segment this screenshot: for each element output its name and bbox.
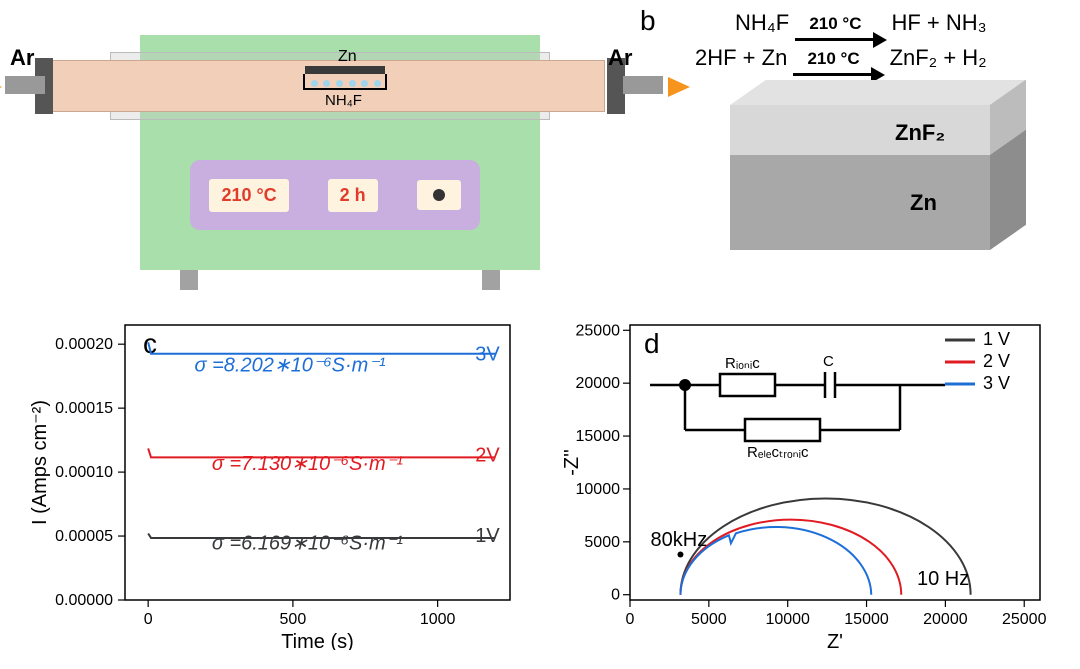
svg-text:1000: 1000: [420, 611, 456, 628]
svg-text:C: C: [823, 353, 834, 370]
nyquist-2V: [680, 520, 901, 595]
svg-text:I (Amps cm⁻²): I (Amps cm⁻²): [30, 400, 51, 525]
panel-d: 0 5000 10000 15000 20000 25000 0 5000 10000 15000…: [560, 310, 1060, 650]
svg-text:15000: 15000: [576, 428, 621, 445]
control-indicator: [417, 180, 461, 210]
panel-b: b NH₄F 210 °C HF + NH₃ 2HF + Zn 210 °C Z…: [640, 10, 1060, 300]
gas-arrow-in: [0, 77, 2, 97]
eq2-left: 2HF + Zn: [695, 45, 787, 70]
panel-c: 0 500 1000 0.00000 0.00005 0.00010 0.00015 0.00…: [30, 310, 530, 650]
eq1-right: HF + NH₃: [891, 10, 986, 35]
svg-text:0.00020: 0.00020: [55, 336, 113, 353]
znf2-layer: [730, 105, 990, 155]
ar-label-right: Ar: [608, 45, 632, 71]
svg-text:Z': Z': [827, 631, 843, 650]
svg-text:2V: 2V: [475, 444, 500, 466]
panel-b-label: b: [640, 5, 656, 37]
furnace-leg-right: [482, 270, 500, 290]
nh4f-pellets: [308, 78, 384, 88]
reaction-2-temp: 210 °C: [807, 49, 859, 69]
svg-text:0: 0: [626, 611, 635, 628]
svg-text:3V: 3V: [475, 343, 500, 365]
time-display: 2 h: [328, 179, 378, 212]
svg-text:-Z'': -Z'': [561, 449, 583, 476]
block-top-face: [730, 80, 1026, 105]
eq1-left: NH₄F: [735, 10, 789, 35]
znf2-layer-label: ZnF₂: [895, 120, 945, 146]
svg-text:15000: 15000: [844, 611, 889, 628]
svg-text:Time (s): Time (s): [281, 631, 354, 650]
svg-text:1 V: 1 V: [983, 329, 1010, 349]
inlet-pipe: [5, 76, 45, 94]
svg-text:0.00000: 0.00000: [55, 592, 113, 609]
svg-text:80kHz: 80kHz: [651, 529, 708, 551]
svg-text:20000: 20000: [576, 375, 621, 392]
nyquist-chart: 0 5000 10000 15000 20000 25000 0 5000 10000 15000…: [560, 310, 1060, 650]
svg-text:2 V: 2 V: [983, 351, 1010, 371]
reaction-1-temp: 210 °C: [809, 14, 861, 34]
svg-text:0.00015: 0.00015: [55, 400, 113, 417]
svg-text:5000: 5000: [691, 611, 727, 628]
svg-text:25000: 25000: [1002, 611, 1047, 628]
current-time-chart: 0 500 1000 0.00000 0.00005 0.00010 0.00015 0.00…: [30, 310, 530, 650]
svg-text:0.00010: 0.00010: [55, 464, 113, 481]
svg-text:0.00005: 0.00005: [55, 528, 113, 545]
svg-text:10000: 10000: [576, 481, 621, 498]
svg-text:1V: 1V: [475, 525, 500, 547]
svg-text:500: 500: [280, 611, 307, 628]
nh4f-sample-label: NH₄F: [325, 92, 362, 109]
zn-bulk-label: Zn: [910, 190, 937, 216]
furnace-leg-left: [180, 270, 198, 290]
zn-bulk: [730, 155, 990, 250]
series-3V: [148, 342, 495, 354]
eq2-right: ZnF₂ + H₂: [890, 45, 987, 70]
svg-text:σ =8.202∗10⁻⁶S·m⁻¹: σ =8.202∗10⁻⁶S·m⁻¹: [194, 355, 385, 377]
svg-text:3 V: 3 V: [983, 373, 1010, 393]
svg-text:Rᵢₒₙᵢc: Rᵢₒₙᵢc: [725, 355, 760, 372]
svg-text:σ =6.169∗10⁻⁶S·m⁻¹: σ =6.169∗10⁻⁶S·m⁻¹: [212, 532, 403, 554]
temperature-display: 210 °C: [209, 179, 288, 212]
reaction-1: NH₄F 210 °C HF + NH₃: [735, 10, 987, 36]
zn-sample-label: Zn: [338, 48, 357, 66]
svg-text:d: d: [644, 328, 660, 359]
svg-text:10 Hz: 10 Hz: [917, 568, 969, 590]
zn-sample: [305, 66, 385, 74]
svg-text:σ =7.130∗10⁻⁶S·m⁻¹: σ =7.130∗10⁻⁶S·m⁻¹: [212, 453, 403, 475]
svg-text:5000: 5000: [584, 534, 620, 551]
svg-text:0: 0: [144, 611, 153, 628]
svg-text:20000: 20000: [923, 611, 968, 628]
panel-a: a Ar Ar Zn NH₄F 210 °C 2 h: [10, 10, 580, 300]
svg-text:25000: 25000: [576, 322, 621, 339]
equivalent-circuit: Rᵢₒₙᵢc C Rₑₗₑcₜᵣₒₙᵢc: [650, 353, 945, 461]
svg-text:0: 0: [611, 587, 620, 604]
ar-label-left: Ar: [10, 45, 34, 71]
svg-text:10000: 10000: [765, 611, 810, 628]
coated-zn-block: ZnF₂ Zn: [730, 105, 1030, 275]
svg-text:Rₑₗₑcₜᵣₒₙᵢc: Rₑₗₑcₜᵣₒₙᵢc: [747, 444, 809, 461]
control-panel: 210 °C 2 h: [190, 160, 480, 230]
reaction-2: 2HF + Zn 210 °C ZnF₂ + H₂: [695, 45, 987, 71]
